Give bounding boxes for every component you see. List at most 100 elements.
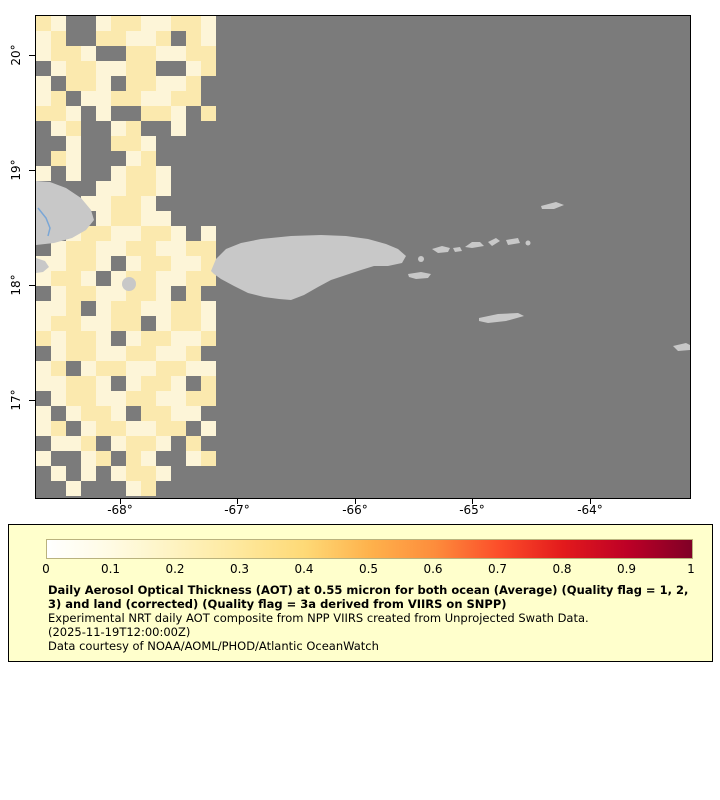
aot-cell — [66, 46, 81, 61]
aot-cell — [36, 106, 51, 121]
aot-cell — [141, 361, 156, 376]
aot-cell — [201, 106, 216, 121]
coastline-layer — [36, 181, 690, 351]
aot-cell — [96, 181, 111, 196]
aot-cell — [51, 316, 66, 331]
aot-cell — [141, 271, 156, 286]
aot-cell — [66, 271, 81, 286]
aot-cell — [141, 481, 156, 496]
aot-cell — [156, 466, 171, 481]
aot-cell — [111, 211, 126, 226]
colorbar-tick-label: 0.8 — [552, 562, 572, 576]
x-axis-tick-label: -65° — [459, 503, 485, 517]
aot-cell — [156, 316, 171, 331]
aot-cell — [201, 271, 216, 286]
aot-cell — [36, 76, 51, 91]
aot-cell — [156, 376, 171, 391]
aot-cell — [201, 61, 216, 76]
map-area — [35, 15, 691, 499]
aot-cell — [81, 91, 96, 106]
aot-cell — [141, 91, 156, 106]
x-axis-tick — [472, 498, 473, 504]
aot-cell — [201, 376, 216, 391]
aot-cell — [141, 346, 156, 361]
aot-cell — [66, 436, 81, 451]
aot-cell — [96, 61, 111, 76]
aot-cell — [111, 196, 126, 211]
aot-cell — [36, 271, 51, 286]
island-virgin-gorda — [488, 238, 500, 246]
aot-cell — [141, 16, 156, 31]
island-tortola — [465, 242, 484, 248]
aot-cell — [36, 301, 51, 316]
aot-cell — [141, 406, 156, 421]
legend-box: 0 0.1 0.2 0.3 0.4 0.5 0.6 0.7 0.8 0.9 1 Daily Aero… — [8, 524, 713, 662]
aot-cell — [51, 391, 66, 406]
aot-cell — [111, 31, 126, 46]
aot-cell — [171, 271, 186, 286]
aot-cell — [141, 286, 156, 301]
aot-cell — [126, 376, 141, 391]
aot-cell — [66, 256, 81, 271]
aot-cell — [36, 406, 51, 421]
aot-cell — [126, 211, 141, 226]
aot-cell — [126, 361, 141, 376]
aot-cell — [141, 76, 156, 91]
aot-cell — [66, 481, 81, 496]
aot-cell — [186, 46, 201, 61]
aot-cell — [126, 346, 141, 361]
aot-cell — [126, 241, 141, 256]
aot-cell — [81, 466, 96, 481]
aot-cell — [141, 211, 156, 226]
aot-cell — [51, 61, 66, 76]
aot-cell — [96, 286, 111, 301]
aot-cell — [81, 451, 96, 466]
aot-cell — [81, 406, 96, 421]
aot-cell — [81, 76, 96, 91]
aot-cell — [141, 391, 156, 406]
aot-cell — [156, 166, 171, 181]
aot-cell — [126, 331, 141, 346]
aot-cell — [96, 241, 111, 256]
aot-cell — [171, 46, 186, 61]
aot-cell — [96, 331, 111, 346]
aot-cell — [141, 241, 156, 256]
aot-cell — [126, 301, 141, 316]
island-mona — [122, 277, 136, 291]
aot-cell — [51, 271, 66, 286]
colorbar-tick-label: 0.2 — [165, 562, 185, 576]
aot-cell — [126, 451, 141, 466]
aot-cell — [186, 391, 201, 406]
aot-cell — [126, 181, 141, 196]
aot-cell — [36, 46, 51, 61]
x-axis-tick — [355, 498, 356, 504]
y-axis-tick-label: 17° — [9, 389, 23, 411]
aot-cell — [186, 331, 201, 346]
aot-cell — [66, 301, 81, 316]
aot-cell — [141, 181, 156, 196]
aot-cell — [96, 406, 111, 421]
aot-cell — [36, 91, 51, 106]
aot-cell — [51, 16, 66, 31]
aot-cell — [141, 376, 156, 391]
aot-cell — [186, 271, 201, 286]
island-st-thomas — [432, 246, 450, 253]
aot-cell — [96, 361, 111, 376]
aot-cell — [201, 421, 216, 436]
aot-cell — [126, 196, 141, 211]
aot-cell — [201, 226, 216, 241]
aot-cell — [126, 31, 141, 46]
aot-cell — [141, 451, 156, 466]
aot-cell — [156, 181, 171, 196]
aot-cell — [96, 211, 111, 226]
aot-cell — [111, 226, 126, 241]
aot-cell — [51, 151, 66, 166]
aot-cell — [156, 46, 171, 61]
aot-cell — [96, 421, 111, 436]
aot-cell — [156, 406, 171, 421]
aot-cell — [156, 361, 171, 376]
aot-cell — [81, 331, 96, 346]
aot-cell — [66, 241, 81, 256]
aot-cell — [111, 301, 126, 316]
aot-cell — [186, 286, 201, 301]
